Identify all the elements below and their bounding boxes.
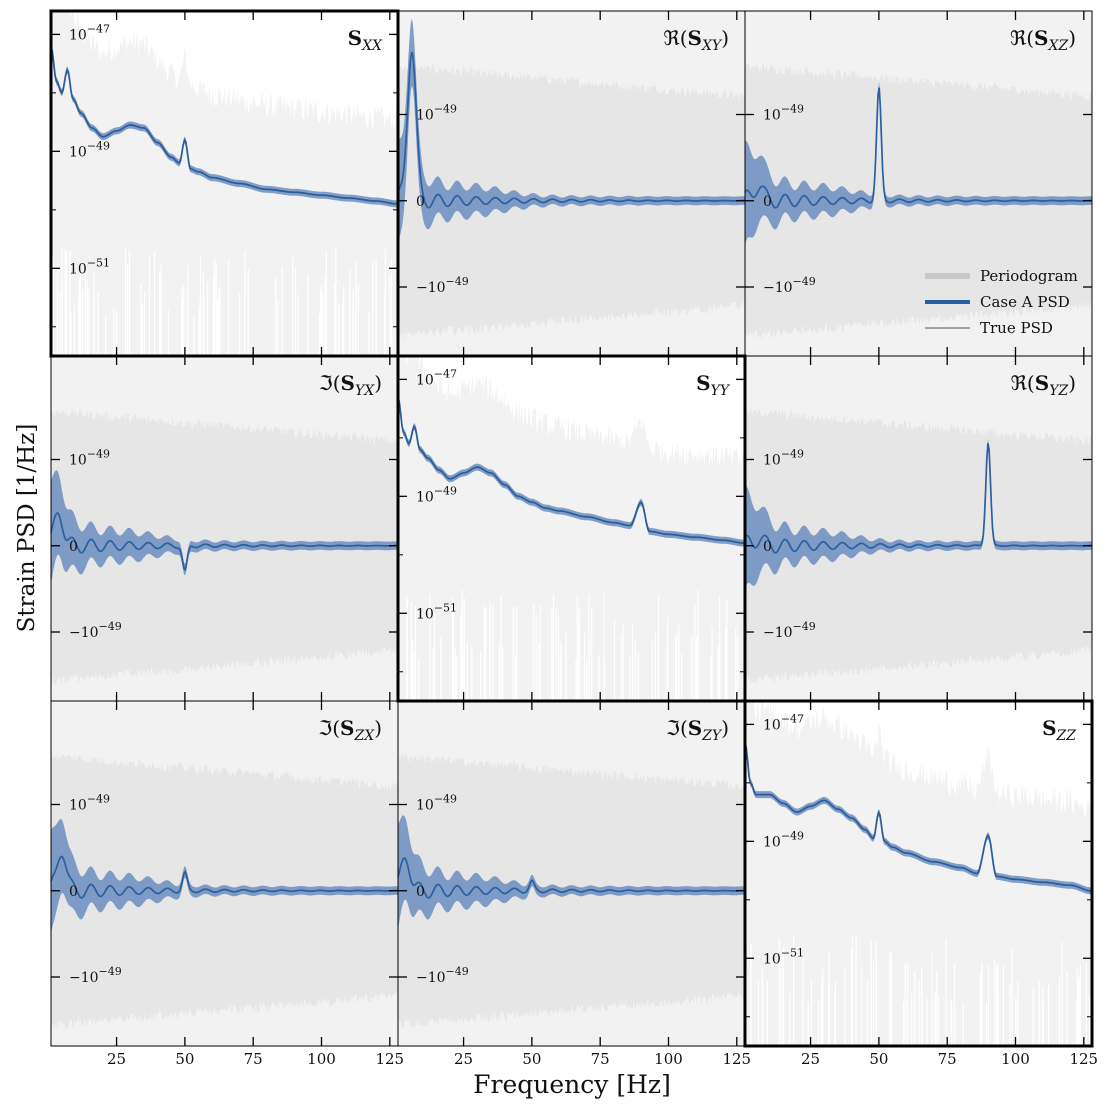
case-a-psd-line xyxy=(744,87,1092,209)
y-tick-label: 10−49 xyxy=(763,103,804,124)
panel-title: ℑ(SZX) xyxy=(318,716,382,744)
case-a-psd-line xyxy=(397,51,745,209)
y-tick-label: 10−47 xyxy=(69,22,110,43)
x-tick-label: 75 xyxy=(591,1050,610,1068)
periodogram-envelope xyxy=(745,701,1092,1046)
legend-label: Case A PSD xyxy=(980,293,1070,311)
y-tick-label: 10−47 xyxy=(416,367,457,388)
case-a-psd-line xyxy=(50,512,398,572)
case-a-psd-line xyxy=(397,396,745,544)
y-tick-label: −10−49 xyxy=(763,275,816,296)
periodogram-dips xyxy=(398,590,739,701)
panel-yx: 10−49 0 −10−49 ℑ(SYX) xyxy=(50,355,399,702)
y-tick-label: 10−47 xyxy=(763,712,804,733)
panel-grid: 10−4710−4910−51SXX10−490−10−49ℜ(SXY)10−4… xyxy=(49,9,1094,1048)
panel-frame-emphasized xyxy=(49,9,400,358)
psd-credible-band xyxy=(51,819,398,933)
x-axis-label: Frequency [Hz] xyxy=(473,1070,671,1099)
psd-credible-band xyxy=(51,470,398,585)
y-tick-label: 0 xyxy=(69,539,78,555)
panel-xx: 10−47 10−49 10−51 SXX xyxy=(49,9,400,358)
case-a-psd-line xyxy=(397,857,745,899)
x-tick-label: 100 xyxy=(1001,1050,1030,1068)
panel-title: SZZ xyxy=(1042,716,1076,744)
case-a-psd-line xyxy=(744,443,1092,554)
periodogram xyxy=(745,701,1092,1046)
panel-zx: 10−49 0 −10−49 ℑ(SZX) xyxy=(50,700,399,1047)
y-tick-label: 10−49 xyxy=(416,103,457,124)
y-tick-label: 0 xyxy=(416,194,425,210)
y-tick-label: −10−49 xyxy=(69,965,122,986)
x-tick-label: 25 xyxy=(107,1050,126,1068)
x-tick-label: 50 xyxy=(522,1050,541,1068)
x-tick-label: 75 xyxy=(244,1050,263,1068)
x-tick-label: 125 xyxy=(375,1050,404,1068)
periodogram xyxy=(398,356,745,701)
panel-frame-emphasized xyxy=(743,699,1094,1048)
x-tick-labels: 25 50 75 100 125 25 50 75 100 125 25 50 75 100 125 xyxy=(107,1050,1098,1068)
y-tick-label: 10−49 xyxy=(69,139,110,160)
panel-title: SYY xyxy=(696,371,731,399)
panel-title: ℑ(SZY) xyxy=(666,716,729,744)
panel-xz: 10−49 0 −10−49 ℜ(SXZ) xyxy=(744,10,1093,357)
panel-title: ℑ(SYX) xyxy=(319,371,382,399)
y-tick-label: 0 xyxy=(416,884,425,900)
y-tick-label: −10−49 xyxy=(416,965,469,986)
panel-title: SXX xyxy=(348,26,383,54)
y-tick-label: 0 xyxy=(763,539,772,555)
case-a-psd-line xyxy=(50,855,398,899)
panel-title: ℜ(SYZ) xyxy=(1011,371,1076,399)
x-tick-label: 100 xyxy=(307,1050,336,1068)
panel-yy: 10−47 10−49 10−51 SYY xyxy=(396,354,747,703)
x-tick-label: 50 xyxy=(175,1050,194,1068)
y-tick-label: 10−51 xyxy=(763,946,804,967)
legend-label: Periodogram xyxy=(980,267,1078,285)
y-tick-label: 10−49 xyxy=(69,793,110,814)
y-tick-label: 10−49 xyxy=(763,448,804,469)
legend-label: True PSD xyxy=(980,319,1053,337)
y-tick-label: −10−49 xyxy=(416,275,469,296)
y-tick-label: −10−49 xyxy=(763,620,816,641)
case-a-psd-line xyxy=(744,741,1092,892)
x-tick-label: 125 xyxy=(1069,1050,1098,1068)
y-tick-label: 10−51 xyxy=(69,256,110,277)
y-tick-label: 0 xyxy=(763,194,772,210)
x-tick-label: 50 xyxy=(869,1050,888,1068)
panel-title: ℜ(SXZ) xyxy=(1010,26,1076,54)
psd-credible-band xyxy=(745,439,1092,590)
case-a-psd-line xyxy=(50,45,399,205)
legend: Periodogram Case A PSD True PSD xyxy=(925,267,1078,337)
x-tick-label: 75 xyxy=(938,1050,957,1068)
y-tick-label: 10−51 xyxy=(416,601,457,622)
y-tick-label: 10−49 xyxy=(763,829,804,850)
psd-credible-band xyxy=(398,393,745,547)
y-tick-label: 10−49 xyxy=(69,448,110,469)
panel-yz: 10−49 0 −10−49 ℜ(SYZ) xyxy=(744,355,1093,702)
y-axis-label: Strain PSD [1/Hz] xyxy=(14,424,40,633)
x-tick-label: 25 xyxy=(454,1050,473,1068)
x-tick-label: 100 xyxy=(654,1050,683,1068)
y-tick-label: 10−49 xyxy=(416,793,457,814)
psd-credible-band xyxy=(398,815,745,930)
panel-zz: 10−47 10−49 10−51 SZZ xyxy=(743,699,1094,1048)
panel-title: ℜ(SXY) xyxy=(663,26,729,54)
x-tick-label: 25 xyxy=(801,1050,820,1068)
panel-zy: 10−49 0 −10−49 ℑ(SZY) xyxy=(397,700,746,1047)
panel-frame-emphasized xyxy=(396,354,747,703)
periodogram-dips xyxy=(52,247,393,356)
y-tick-label: 0 xyxy=(69,884,78,900)
y-tick-label: 10−49 xyxy=(416,484,457,505)
panel-xy: 10−49 0 −10−49 ℜ(SXY) xyxy=(397,10,746,357)
y-tick-label: −10−49 xyxy=(69,620,122,641)
x-tick-label: 125 xyxy=(722,1050,751,1068)
